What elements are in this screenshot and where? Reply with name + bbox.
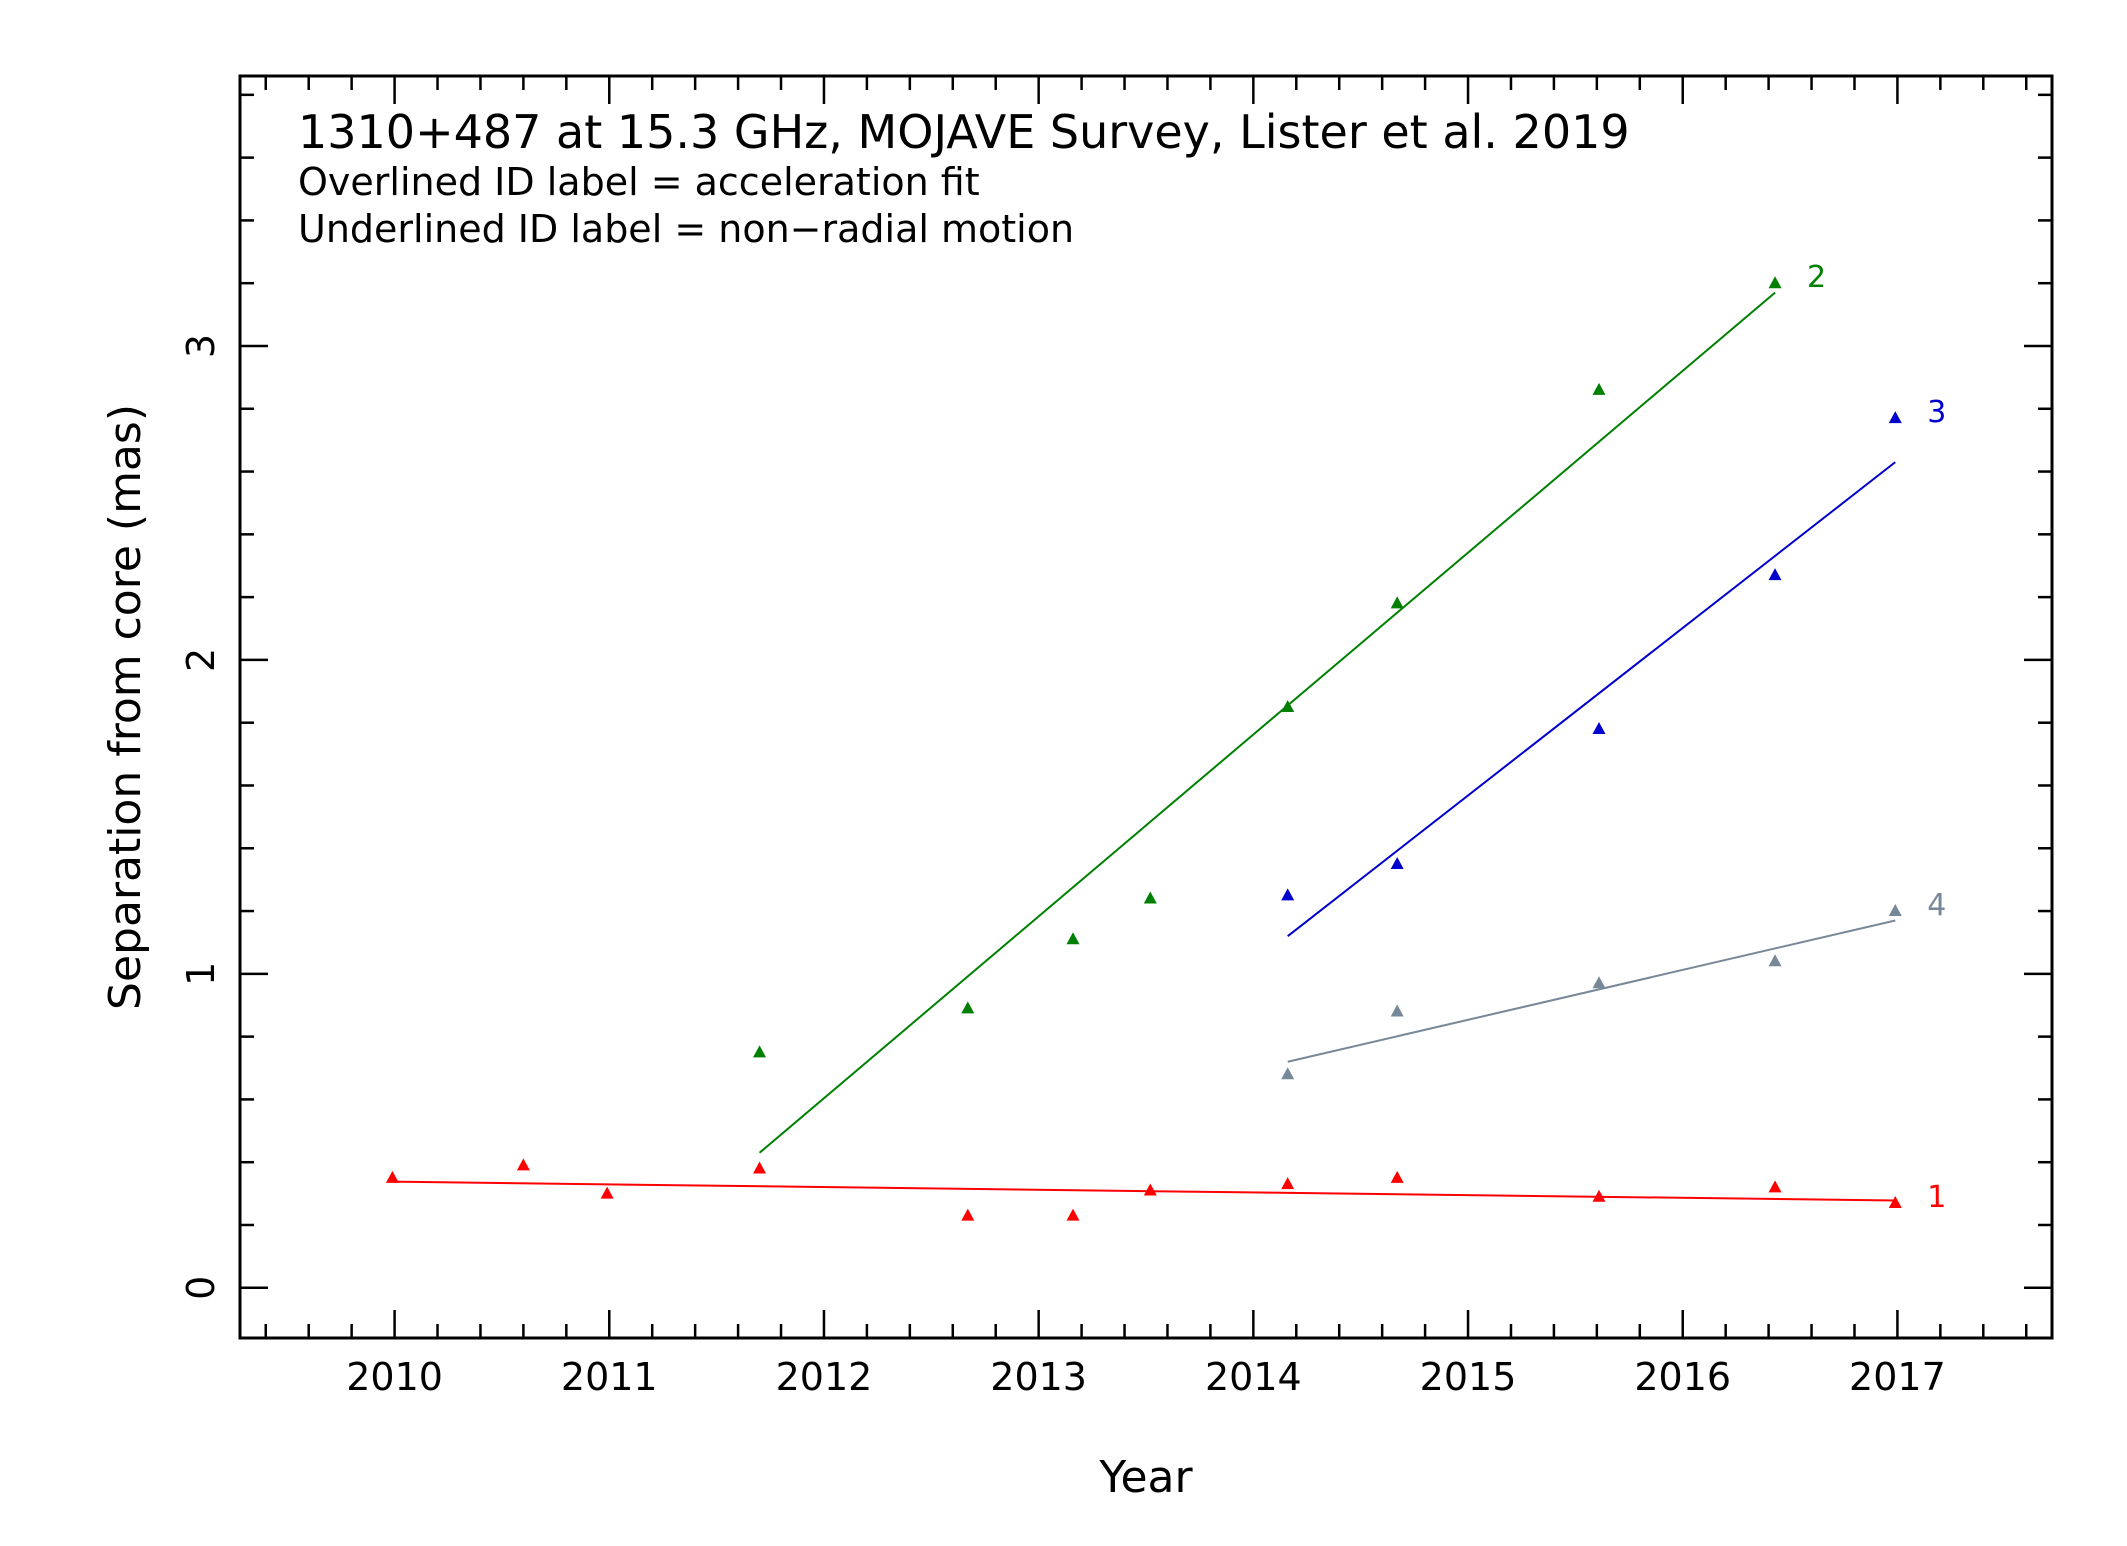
tick-labels: 2010 2011 2012 2013 2014 2015 2016 2017 0 1 2 3	[179, 334, 1946, 1399]
data-point	[1281, 700, 1295, 712]
axis-ticks	[240, 76, 2052, 1338]
data-point	[1592, 1189, 1606, 1202]
data-point	[516, 1158, 530, 1171]
data-point	[1768, 276, 1782, 289]
data-point	[1066, 1208, 1080, 1221]
component-label: 4	[1927, 888, 1946, 923]
data-point	[1592, 721, 1606, 734]
x-tick-label: 2012	[776, 1355, 873, 1399]
fit-line-3	[1287, 461, 1896, 937]
data-point	[1592, 976, 1606, 989]
x-tick-label: 2014	[1205, 1355, 1302, 1399]
data-point	[1281, 1177, 1295, 1190]
x-tick-label: 2013	[990, 1355, 1087, 1399]
y-tick-label: 3	[179, 334, 223, 358]
data-point	[753, 1161, 767, 1174]
y-axis-label: Separation from core (mas)	[100, 404, 151, 1010]
fit-line-4	[1287, 919, 1896, 1063]
y-tick-label: 1	[179, 962, 223, 986]
data-point	[1143, 1183, 1157, 1196]
data-point	[961, 1001, 975, 1014]
data-point	[1768, 1180, 1782, 1193]
data-point	[1143, 891, 1157, 904]
data-point	[1281, 888, 1295, 901]
x-tick-label: 2011	[561, 1355, 658, 1399]
series-2: 2	[753, 260, 1826, 1154]
data-point	[1390, 856, 1404, 869]
note-acceleration: Overlined ID label = acceleration fit	[298, 160, 980, 204]
fit-line-2	[758, 291, 1776, 1154]
data-point	[961, 1208, 975, 1221]
data-point	[385, 1170, 399, 1183]
fit-line-1	[392, 1180, 1896, 1202]
note-nonradial: Underlined ID label = non−radial motion	[298, 207, 1074, 251]
y-tick-label: 0	[179, 1276, 223, 1300]
data-point	[1888, 904, 1902, 917]
chart-title: 1310+487 at 15.3 GHz, MOJAVE Survey, Lis…	[298, 105, 1630, 159]
series-4: 4	[1281, 888, 1946, 1080]
data-point	[1768, 954, 1782, 967]
x-tick-label: 2015	[1420, 1355, 1517, 1399]
x-axis-label: Year	[1098, 1452, 1193, 1503]
x-tick-label: 2010	[346, 1355, 443, 1399]
data-point	[1066, 932, 1080, 945]
series-3: 3	[1281, 395, 1946, 937]
series-1: 1	[385, 1158, 1946, 1221]
data-point	[1281, 1067, 1295, 1080]
data-point	[600, 1186, 614, 1199]
data-point	[1592, 382, 1606, 395]
data-point	[753, 1045, 767, 1058]
component-label: 3	[1927, 395, 1946, 430]
x-tick-label: 2017	[1849, 1355, 1946, 1399]
plot-frame	[238, 74, 2054, 1340]
data-point	[1888, 1196, 1902, 1209]
x-tick-label: 2016	[1634, 1355, 1731, 1399]
y-tick-label: 2	[179, 648, 223, 672]
data-point	[1768, 568, 1782, 581]
component-label: 2	[1807, 260, 1826, 295]
component-label: 1	[1927, 1180, 1946, 1215]
data-point	[1390, 1170, 1404, 1183]
data-point	[1390, 1004, 1404, 1017]
data-series: 1 2 3 4	[385, 260, 1946, 1221]
data-point	[1888, 411, 1902, 424]
data-point	[1390, 596, 1404, 609]
